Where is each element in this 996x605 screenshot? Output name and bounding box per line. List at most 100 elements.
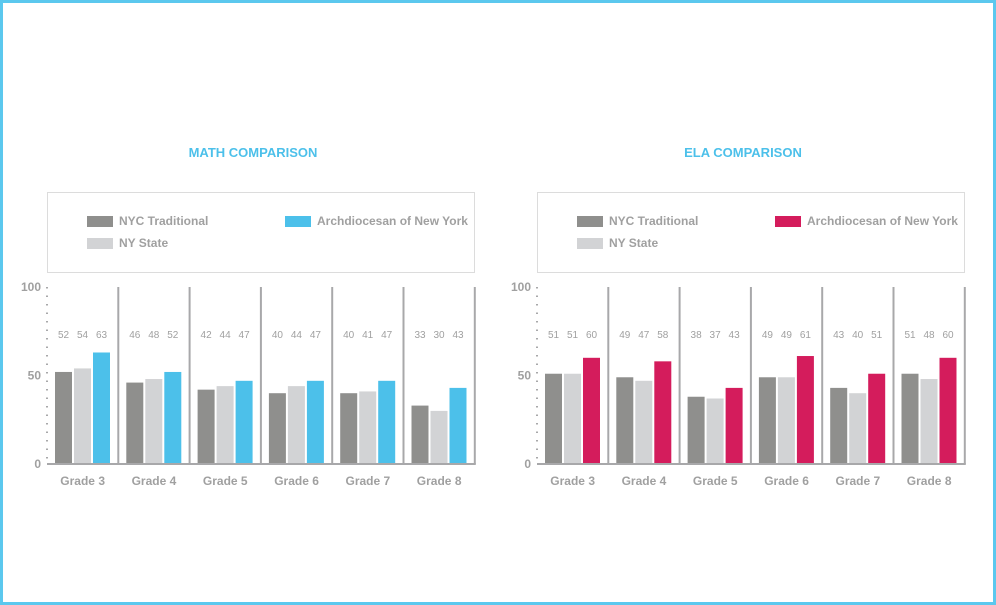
bar bbox=[687, 396, 705, 464]
legend-swatch bbox=[87, 237, 113, 249]
legend-swatch bbox=[577, 237, 603, 249]
legend-label: NYC Traditional bbox=[119, 214, 209, 228]
x-tick-label: Grade 6 bbox=[764, 474, 809, 488]
legend-item-arch: Archdiocesan of New York bbox=[775, 214, 958, 228]
data-label: 61 bbox=[800, 330, 812, 341]
bar bbox=[235, 380, 253, 464]
data-label: 60 bbox=[586, 330, 598, 341]
legend-swatch bbox=[285, 215, 311, 227]
data-label: 60 bbox=[942, 330, 954, 341]
data-label: 51 bbox=[548, 330, 560, 341]
y-tick-label: 100 bbox=[511, 280, 531, 294]
data-label: 37 bbox=[710, 330, 722, 341]
bar bbox=[796, 356, 814, 464]
data-label: 51 bbox=[904, 330, 916, 341]
bar bbox=[706, 398, 724, 464]
data-label: 47 bbox=[239, 330, 251, 341]
data-label: 38 bbox=[691, 330, 703, 341]
bar bbox=[197, 389, 215, 464]
bar bbox=[268, 393, 286, 464]
x-tick-label: Grade 6 bbox=[274, 474, 319, 488]
data-label: 43 bbox=[452, 330, 464, 341]
bar bbox=[378, 380, 396, 464]
bar bbox=[849, 393, 867, 464]
bar bbox=[830, 387, 848, 464]
bar bbox=[939, 357, 957, 464]
legend-item-nyc: NYC Traditional bbox=[577, 214, 698, 228]
bar bbox=[449, 387, 467, 464]
legend-label: Archdiocesan of New York bbox=[807, 214, 958, 228]
data-label: 40 bbox=[852, 330, 864, 341]
legend-label: NY State bbox=[119, 236, 169, 250]
x-tick-label: Grade 7 bbox=[835, 474, 880, 488]
bar bbox=[777, 377, 795, 464]
data-label: 40 bbox=[272, 330, 284, 341]
bar bbox=[654, 361, 672, 464]
legend-label: Archdiocesan of New York bbox=[317, 214, 468, 228]
bar bbox=[583, 357, 600, 464]
ela-legend: NYC Traditional NY State Archdiocesan of… bbox=[537, 192, 965, 273]
bar bbox=[306, 380, 324, 464]
data-label: 47 bbox=[638, 330, 650, 341]
x-tick-label: Grade 5 bbox=[203, 474, 248, 488]
bar bbox=[635, 380, 653, 464]
bar bbox=[411, 405, 429, 464]
data-label: 43 bbox=[833, 330, 845, 341]
y-tick-label: 50 bbox=[518, 369, 532, 383]
bar bbox=[145, 379, 163, 464]
legend-item-state: NY State bbox=[87, 236, 168, 250]
data-label: 49 bbox=[781, 330, 793, 341]
data-label: 44 bbox=[220, 330, 232, 341]
y-tick-label: 50 bbox=[28, 369, 42, 383]
bar bbox=[901, 373, 919, 464]
x-tick-label: Grade 3 bbox=[60, 474, 105, 488]
data-label: 52 bbox=[167, 330, 179, 341]
bar bbox=[564, 373, 581, 464]
x-tick-label: Grade 8 bbox=[417, 474, 462, 488]
bar bbox=[545, 373, 562, 464]
y-tick-label: 0 bbox=[34, 457, 41, 471]
data-label: 40 bbox=[343, 330, 355, 341]
y-tick-label: 100 bbox=[21, 280, 41, 294]
bar bbox=[126, 382, 144, 464]
legend-label: NYC Traditional bbox=[609, 214, 699, 228]
bar bbox=[359, 391, 377, 464]
x-tick-label: Grade 4 bbox=[132, 474, 177, 488]
bar bbox=[216, 386, 234, 464]
legend-item-nyc: NYC Traditional bbox=[87, 214, 208, 228]
bar bbox=[758, 377, 776, 464]
data-label: 33 bbox=[414, 330, 426, 341]
x-tick-label: Grade 3 bbox=[550, 474, 595, 488]
data-label: 54 bbox=[77, 330, 89, 341]
legend-swatch bbox=[577, 215, 603, 227]
data-label: 58 bbox=[657, 330, 669, 341]
x-tick-label: Grade 4 bbox=[622, 474, 667, 488]
bar bbox=[430, 410, 448, 464]
y-tick-label: 0 bbox=[524, 457, 531, 471]
data-label: 42 bbox=[201, 330, 213, 341]
bar bbox=[164, 371, 182, 464]
data-label: 51 bbox=[567, 330, 579, 341]
data-label: 51 bbox=[871, 330, 883, 341]
legend-label: NY State bbox=[609, 236, 659, 250]
legend-item-arch: Archdiocesan of New York bbox=[285, 214, 468, 228]
legend-swatch bbox=[87, 215, 113, 227]
data-label: 49 bbox=[762, 330, 774, 341]
data-label: 63 bbox=[96, 330, 108, 341]
legend-item-state: NY State bbox=[577, 236, 658, 250]
data-label: 48 bbox=[148, 330, 160, 341]
data-label: 43 bbox=[729, 330, 741, 341]
data-label: 44 bbox=[291, 330, 303, 341]
bar bbox=[93, 352, 110, 464]
math-legend: NYC Traditional NY State Archdiocesan of… bbox=[47, 192, 475, 273]
x-tick-label: Grade 5 bbox=[693, 474, 738, 488]
data-label: 49 bbox=[619, 330, 631, 341]
legend-swatch bbox=[775, 215, 801, 227]
bar bbox=[287, 386, 305, 464]
ela-chart-title: ELA COMPARISON bbox=[684, 145, 802, 160]
data-label: 52 bbox=[58, 330, 70, 341]
bar bbox=[55, 371, 72, 464]
bar bbox=[868, 373, 886, 464]
